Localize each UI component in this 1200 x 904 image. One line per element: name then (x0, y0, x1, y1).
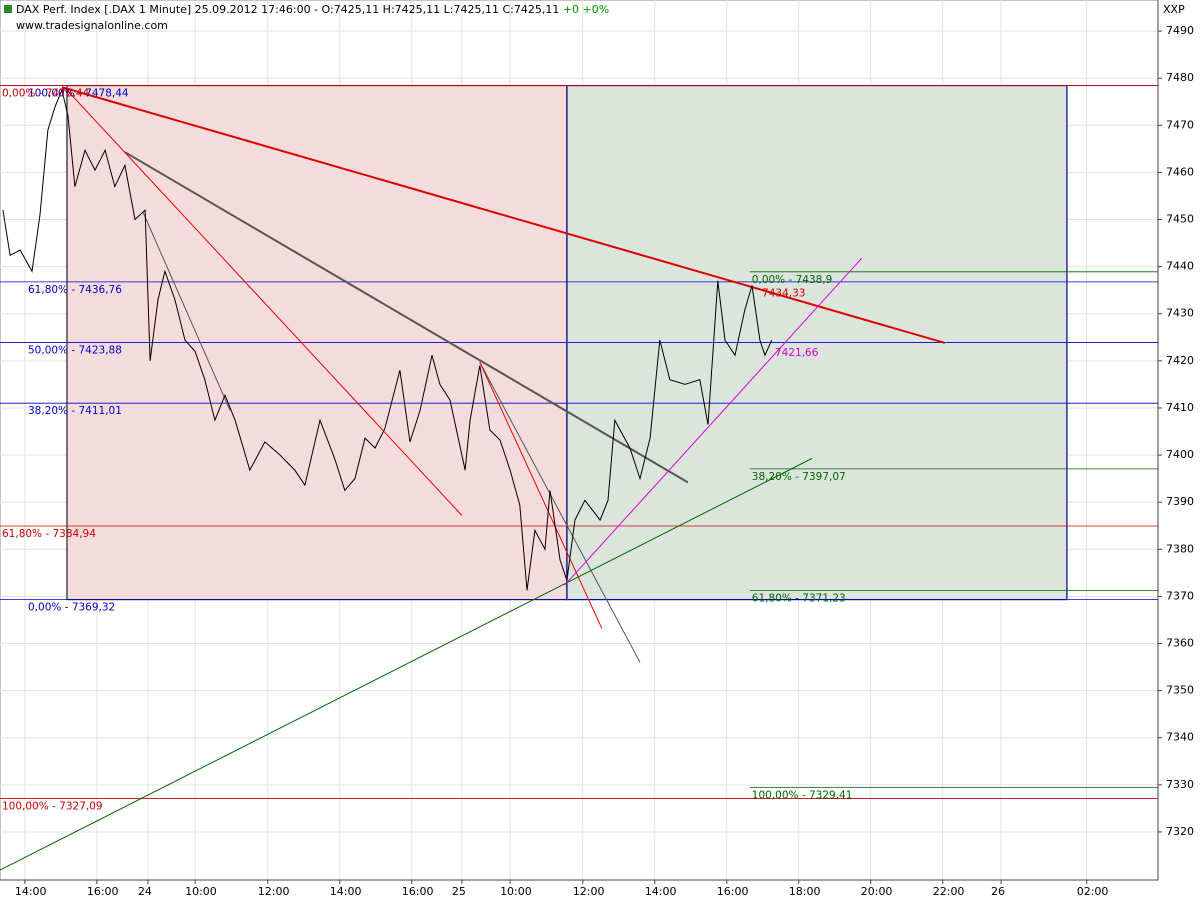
y-tick-label: 7380 (1166, 542, 1194, 555)
annotation: 7421,66 (775, 347, 819, 359)
trendline (479, 362, 641, 663)
x-tick-label: 16:00 (717, 885, 749, 898)
change-text: +0 +0% (563, 3, 609, 16)
x-tick-label: 16:00 (402, 885, 434, 898)
trendline (0, 457, 813, 871)
x-tick-label: 10:00 (185, 885, 217, 898)
y-tick-label: 7320 (1166, 825, 1194, 838)
fib-label: 100,00% - 7478,44 (28, 88, 129, 100)
fib-label: 100,00% - 7327,09 (2, 801, 103, 813)
y-tick-label: 7360 (1166, 637, 1194, 650)
fib-label: 38,20% - 7411,01 (28, 405, 122, 417)
y-tick-label: 7490 (1166, 24, 1194, 37)
legend-icon (4, 5, 12, 13)
y-tick-label: 7350 (1166, 684, 1194, 697)
fib-label: 38,20% - 7397,07 (752, 471, 846, 483)
x-tick-label: 16:00 (87, 885, 119, 898)
x-tick-label: 22:00 (933, 885, 965, 898)
y-tick-label: 7480 (1166, 71, 1194, 84)
y-tick-label: 7410 (1166, 401, 1194, 414)
x-tick-label: 14:00 (15, 885, 47, 898)
fib-label: 0,00% - 7369,32 (28, 602, 115, 614)
fib-label: 0,00% - 7478,44 (2, 88, 90, 100)
x-tick-label: 24 (138, 885, 152, 898)
y-tick-label: 7370 (1166, 589, 1194, 602)
corner-label: XXP (1163, 3, 1185, 16)
fib-label: 0,00% - 7438,9 (752, 274, 833, 286)
fib-label: 61,80% - 7436,76 (28, 284, 122, 296)
y-tick-label: 7450 (1166, 213, 1194, 226)
y-tick-label: 7420 (1166, 354, 1194, 367)
trendline (64, 87, 463, 516)
trendline (61, 86, 946, 344)
y-tick-label: 7440 (1166, 260, 1194, 273)
y-tick-label: 7340 (1166, 731, 1194, 744)
title-text: DAX Perf. Index [.DAX 1 Minute] 25.09.20… (16, 3, 559, 16)
price-line (2, 88, 773, 591)
x-tick-label: 25 (452, 885, 466, 898)
annotation: 7434,33 (762, 287, 805, 299)
trendline (564, 257, 863, 586)
x-tick-label: 26 (991, 885, 1005, 898)
fib-label: 61,80% - 7384,94 (2, 528, 96, 540)
x-tick-label: 02:00 (1077, 885, 1109, 898)
y-tick-label: 7470 (1166, 118, 1194, 131)
y-tick-label: 7330 (1166, 778, 1194, 791)
fib-label: 61,80% - 7371,23 (752, 593, 846, 605)
x-tick-label: 12:00 (258, 885, 290, 898)
x-tick-label: 20:00 (861, 885, 893, 898)
y-tick-label: 7460 (1166, 165, 1194, 178)
x-tick-label: 14:00 (645, 885, 677, 898)
trendline (479, 362, 603, 629)
fib-label: 50,00% - 7423,88 (28, 345, 122, 357)
trendline (142, 211, 231, 411)
x-tick-label: 18:00 (789, 885, 821, 898)
x-tick-label: 14:00 (330, 885, 362, 898)
x-tick-label: 10:00 (500, 885, 532, 898)
y-tick-label: 7400 (1166, 448, 1194, 461)
source: www.tradesignalonline.com (16, 19, 168, 32)
chart-title: DAX Perf. Index [.DAX 1 Minute] 25.09.20… (16, 3, 609, 16)
y-tick-label: 7430 (1166, 307, 1194, 320)
y-tick-label: 7390 (1166, 495, 1194, 508)
trendline (124, 151, 689, 484)
fib-label: 100,00% - 7329,41 (752, 790, 853, 802)
x-tick-label: 12:00 (573, 885, 605, 898)
